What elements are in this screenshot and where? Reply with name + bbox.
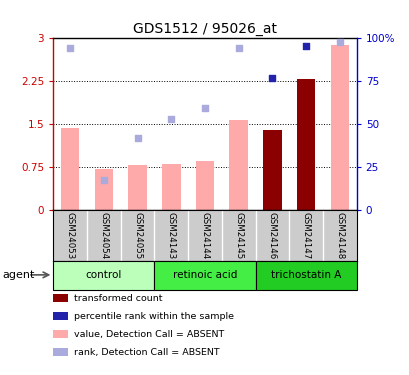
Bar [154,261,255,290]
Text: GSM24053: GSM24053 [65,211,74,259]
Point [201,105,208,111]
Bar [94,169,113,210]
Point [302,43,309,49]
Bar [195,161,214,210]
Text: GSM24143: GSM24143 [166,211,175,259]
Text: GSM24148: GSM24148 [335,211,344,259]
Text: GSM24054: GSM24054 [99,211,108,259]
Text: rank, Detection Call = ABSENT: rank, Detection Call = ABSENT [74,348,219,357]
Point [168,116,174,122]
Text: agent: agent [2,270,34,280]
Text: GSM24144: GSM24144 [200,211,209,259]
Bar [53,261,154,290]
Text: control: control [85,270,122,280]
Point [336,39,342,45]
Point [235,45,241,51]
Title: GDS1512 / 95026_at: GDS1512 / 95026_at [133,22,276,36]
Bar [61,128,79,210]
Point [134,135,141,141]
Text: GSM24146: GSM24146 [267,211,276,259]
Text: retinoic acid: retinoic acid [172,270,237,280]
Text: trichostatin A: trichostatin A [270,270,340,280]
Point [268,75,275,81]
Text: GSM24145: GSM24145 [234,211,243,259]
Point [100,177,107,183]
Text: value, Detection Call = ABSENT: value, Detection Call = ABSENT [74,330,223,339]
Bar [296,79,315,210]
Point [67,45,73,51]
Bar [263,129,281,210]
Text: percentile rank within the sample: percentile rank within the sample [74,312,233,321]
Text: GSM24055: GSM24055 [133,211,142,259]
Bar [162,164,180,210]
Bar [229,120,247,210]
Text: transformed count: transformed count [74,294,162,303]
Bar [330,45,348,210]
Bar [255,261,356,290]
Bar [128,165,146,210]
Text: GSM24147: GSM24147 [301,211,310,259]
